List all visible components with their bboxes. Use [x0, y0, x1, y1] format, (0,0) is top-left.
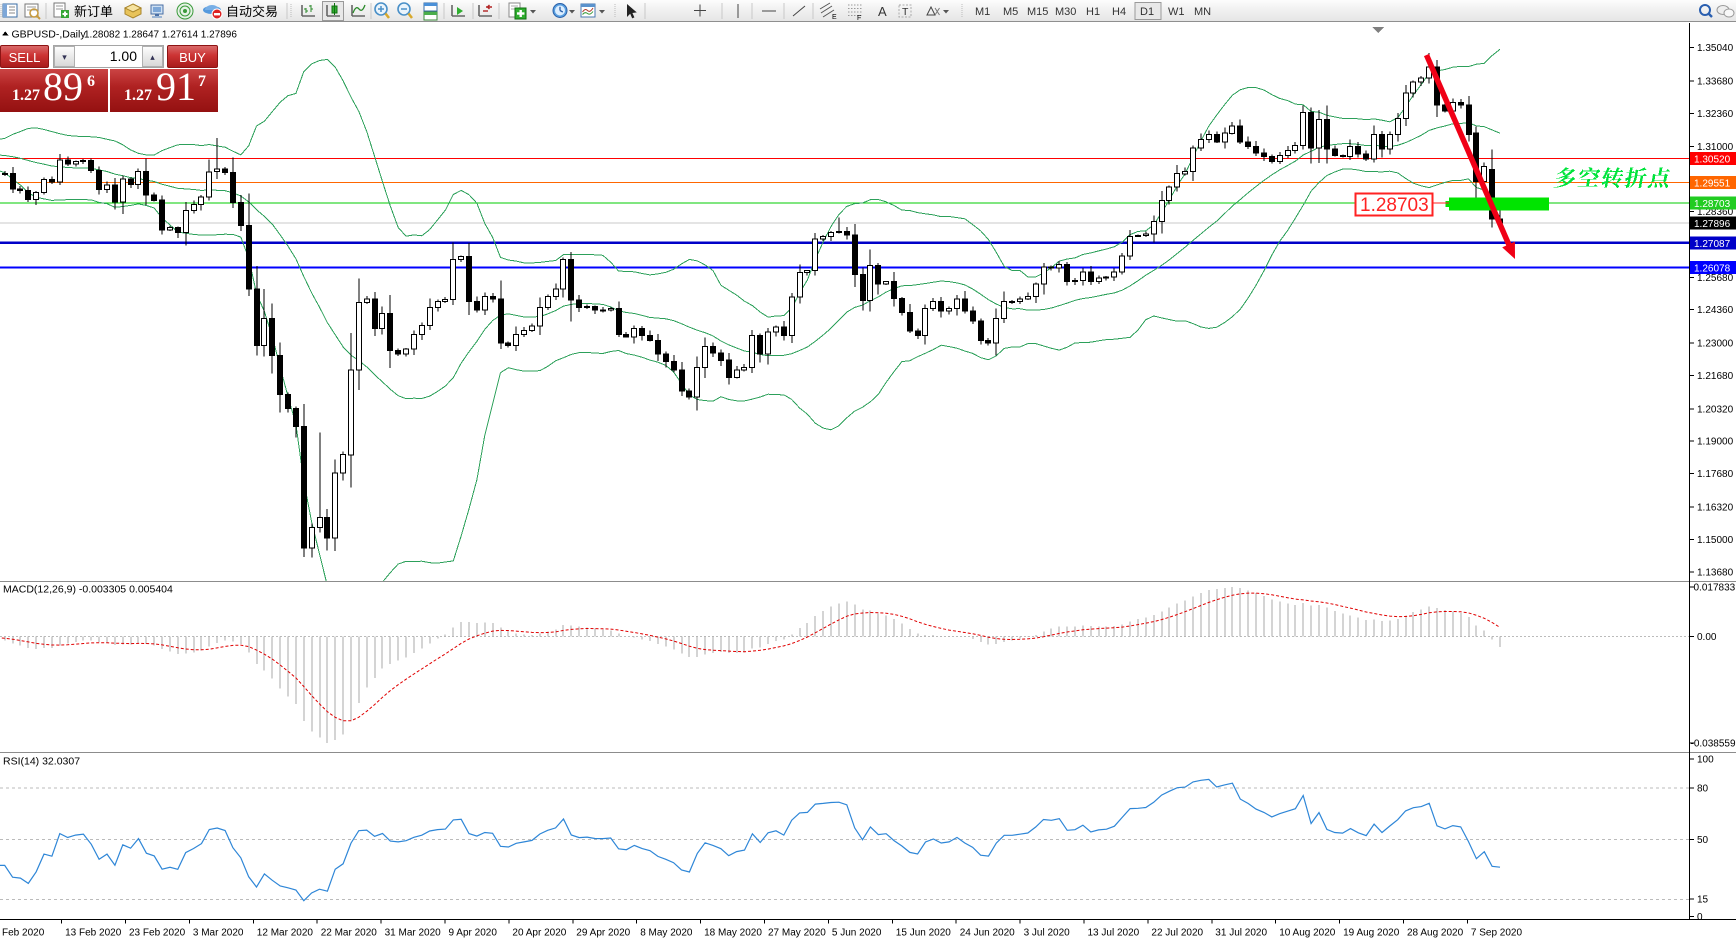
svg-text:31 Mar 2020: 31 Mar 2020: [385, 928, 442, 939]
svg-text:1.26078: 1.26078: [1694, 264, 1731, 275]
svg-text:H1: H1: [1086, 6, 1100, 18]
svg-text:A: A: [878, 4, 887, 19]
svg-text:9 Apr 2020: 9 Apr 2020: [449, 928, 498, 939]
svg-text:22 Jul 2020: 22 Jul 2020: [1151, 928, 1203, 939]
svg-text:1.28082 1.28647 1.27614 1.2789: 1.28082 1.28647 1.27614 1.27896: [84, 30, 237, 41]
svg-text:28 Aug 2020: 28 Aug 2020: [1407, 928, 1464, 939]
svg-text:5 Jun 2020: 5 Jun 2020: [832, 928, 882, 939]
svg-text:0.017833: 0.017833: [1694, 582, 1736, 593]
svg-text:MACD(12,26,9) -0.003305 0.0054: MACD(12,26,9) -0.003305 0.005404: [3, 584, 173, 596]
svg-text:10 Aug 2020: 10 Aug 2020: [1279, 928, 1336, 939]
svg-text:1.27896: 1.27896: [1694, 219, 1731, 230]
svg-text:H4: H4: [1112, 6, 1126, 18]
svg-text:1.30520: 1.30520: [1694, 155, 1731, 166]
svg-text:W1: W1: [1168, 6, 1185, 18]
svg-text:D1: D1: [1140, 6, 1154, 18]
svg-text:1.33680: 1.33680: [1697, 77, 1734, 88]
svg-text:M15: M15: [1027, 6, 1048, 18]
svg-text:M1: M1: [975, 6, 990, 18]
svg-text:-0.038559: -0.038559: [1691, 739, 1736, 750]
svg-text:1.28360: 1.28360: [1697, 207, 1734, 218]
svg-text:7 Sep 2020: 7 Sep 2020: [1471, 928, 1523, 939]
svg-text:13 Feb 2020: 13 Feb 2020: [65, 928, 122, 939]
svg-text:F: F: [857, 15, 861, 22]
svg-text:22 Mar 2020: 22 Mar 2020: [321, 928, 378, 939]
svg-text:1.32360: 1.32360: [1697, 109, 1734, 120]
svg-text:Feb 2020: Feb 2020: [2, 928, 45, 939]
svg-text:29 Apr 2020: 29 Apr 2020: [576, 928, 630, 939]
svg-text:RSI(14) 32.0307: RSI(14) 32.0307: [3, 756, 80, 768]
svg-text:50: 50: [1697, 835, 1709, 846]
svg-text:MN: MN: [1194, 6, 1211, 18]
svg-text:1.25680: 1.25680: [1697, 273, 1734, 284]
svg-text:12 Mar 2020: 12 Mar 2020: [257, 928, 314, 939]
svg-text:1.16320: 1.16320: [1697, 503, 1734, 514]
svg-text:M5: M5: [1003, 6, 1018, 18]
svg-text:1.17680: 1.17680: [1697, 469, 1734, 480]
svg-text:1.28703: 1.28703: [1360, 195, 1429, 216]
svg-text:23 Feb 2020: 23 Feb 2020: [129, 928, 186, 939]
svg-text:80: 80: [1697, 783, 1709, 794]
svg-text:19 Aug 2020: 19 Aug 2020: [1343, 928, 1400, 939]
svg-text:M30: M30: [1055, 6, 1076, 18]
svg-text:1.31000: 1.31000: [1697, 142, 1734, 153]
svg-text:20 Apr 2020: 20 Apr 2020: [512, 928, 566, 939]
svg-text:1.19000: 1.19000: [1697, 437, 1734, 448]
svg-text:1.35040: 1.35040: [1697, 43, 1734, 54]
svg-text:1.20320: 1.20320: [1697, 404, 1734, 415]
svg-text:3 Jul 2020: 3 Jul 2020: [1024, 928, 1071, 939]
svg-text:1.13680: 1.13680: [1697, 567, 1734, 578]
svg-text:13 Jul 2020: 13 Jul 2020: [1088, 928, 1140, 939]
svg-text:1.29551: 1.29551: [1694, 178, 1731, 189]
svg-text:GBPUSD-,Daily: GBPUSD-,Daily: [12, 29, 87, 41]
svg-text:1.23000: 1.23000: [1697, 339, 1734, 350]
svg-text:31 Jul 2020: 31 Jul 2020: [1215, 928, 1267, 939]
svg-text:1.15000: 1.15000: [1697, 535, 1734, 546]
svg-text:E: E: [832, 14, 837, 21]
svg-text:100: 100: [1697, 754, 1714, 765]
svg-text:18 May 2020: 18 May 2020: [704, 928, 762, 939]
svg-text:1.24360: 1.24360: [1697, 305, 1734, 316]
svg-text:8 May 2020: 8 May 2020: [640, 928, 693, 939]
svg-text:0: 0: [1697, 912, 1703, 923]
svg-text:1.27087: 1.27087: [1694, 239, 1731, 250]
svg-text:15 Jun 2020: 15 Jun 2020: [896, 928, 951, 939]
svg-text:3 Mar 2020: 3 Mar 2020: [193, 928, 244, 939]
svg-text:0.00: 0.00: [1697, 632, 1717, 643]
svg-text:1.21680: 1.21680: [1697, 371, 1734, 382]
svg-text:T: T: [902, 6, 909, 18]
svg-text:1.28703: 1.28703: [1694, 199, 1731, 210]
svg-text:27 May 2020: 27 May 2020: [768, 928, 826, 939]
svg-text:24 Jun 2020: 24 Jun 2020: [960, 928, 1015, 939]
svg-text:15: 15: [1697, 894, 1709, 905]
